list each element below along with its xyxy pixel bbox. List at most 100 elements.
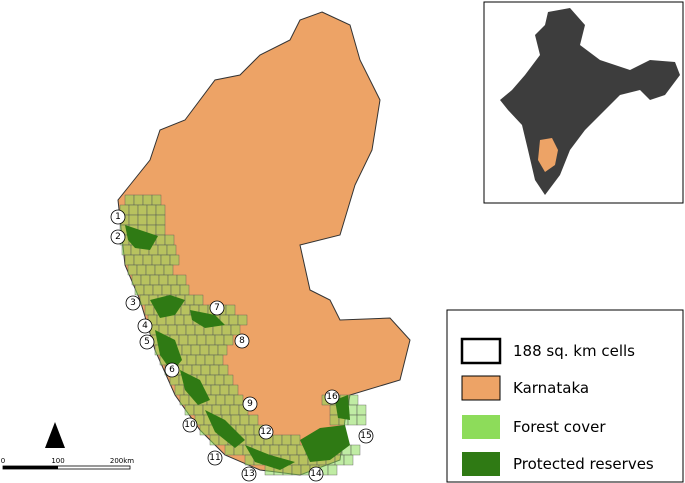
grid-cell: [225, 304, 236, 316]
grid-cell: [185, 324, 196, 336]
grid-cell: [133, 254, 144, 266]
grid-cell: [233, 394, 244, 406]
grid-cell: [269, 444, 280, 456]
grid-cell: [244, 424, 255, 436]
site-marker: 14: [308, 466, 324, 482]
grid-cell: [208, 344, 219, 356]
site-marker: 11: [207, 450, 223, 466]
grid-cell: [204, 354, 215, 366]
site-circle: [137, 318, 153, 334]
grid-cell: [221, 324, 232, 336]
scale-bar-fill: [3, 466, 58, 469]
site-marker: 16: [324, 389, 340, 405]
grid-cell: [145, 264, 156, 276]
grid-cell: [217, 344, 228, 356]
site-circle: [110, 229, 126, 245]
site-circle: [182, 417, 198, 433]
grid-cell: [186, 354, 197, 366]
grid-cell: [298, 454, 309, 466]
site-number: 9: [247, 399, 253, 409]
grid-cell: [214, 374, 225, 386]
grid-cell: [200, 364, 211, 376]
site-number: 3: [130, 298, 136, 308]
grid-cell: [133, 194, 144, 206]
grid-cell: [196, 334, 207, 346]
grid-cells: [119, 194, 367, 476]
grid-cell: [181, 344, 192, 356]
grid-cell: [218, 364, 229, 376]
grid-cell: [137, 214, 148, 226]
grid-cell: [142, 194, 153, 206]
site-number: 8: [239, 336, 245, 346]
grid-cell: [193, 294, 204, 306]
grid-cell: [209, 364, 220, 376]
site-marker: 6: [164, 362, 180, 378]
site-circle: [209, 300, 225, 316]
grid-cell: [224, 394, 235, 406]
grid-cell: [272, 434, 283, 446]
grid-cell: [287, 444, 298, 456]
site-circle: [324, 389, 340, 405]
site-marker: 7: [209, 300, 225, 316]
site-circle: [164, 362, 180, 378]
grid-cell: [190, 344, 201, 356]
scale-label: 200km: [110, 457, 134, 465]
grid-cell: [199, 424, 210, 436]
grid-cell: [350, 444, 361, 456]
grid-cell: [211, 404, 222, 416]
grid-cell: [219, 384, 230, 396]
grid-cell: [151, 194, 162, 206]
site-marker: 5: [139, 334, 155, 350]
grid-cell: [124, 194, 135, 206]
site-number: 4: [142, 321, 148, 331]
legend-label: Forest cover: [513, 418, 606, 436]
grid-cell: [144, 304, 155, 316]
grid-cell: [167, 274, 178, 286]
grid-cell: [224, 444, 235, 456]
grid-cell: [187, 334, 198, 346]
grid-cell: [278, 444, 289, 456]
grid-cell: [131, 274, 142, 286]
grid-cell: [193, 404, 204, 416]
grid-cell: [184, 404, 195, 416]
grid-cell: [176, 324, 187, 336]
grid-cell: [170, 284, 181, 296]
grid-cell: [157, 244, 168, 256]
site-number: 5: [144, 337, 150, 347]
grid-cell: [215, 394, 226, 406]
site-number: 13: [243, 469, 254, 479]
grid-cell: [149, 274, 160, 286]
site-circle: [110, 209, 126, 225]
grid-cell: [178, 334, 189, 346]
legend-label: Karnataka: [513, 379, 589, 397]
grid-cell: [220, 404, 231, 416]
grid-cell: [329, 414, 340, 426]
scale-label: 0: [1, 457, 5, 465]
grid-cell: [146, 204, 157, 216]
grid-cell: [155, 224, 166, 236]
grid-cell: [174, 314, 185, 326]
site-circle: [234, 333, 250, 349]
grid-cell: [139, 294, 150, 306]
grid-cell: [290, 434, 301, 446]
grid-cell: [176, 274, 187, 286]
site-marker: 10: [182, 417, 198, 433]
grid-cell: [248, 414, 259, 426]
grid-cell: [356, 404, 367, 416]
legend-label: Protected reserves: [513, 455, 654, 473]
legend-swatch: [460, 337, 502, 365]
grid-cell: [209, 434, 220, 446]
grid-cell: [228, 384, 239, 396]
grid-cell: [154, 264, 165, 276]
north-arrow: [45, 422, 65, 448]
grid-cell: [205, 374, 216, 386]
grid-cell: [191, 364, 202, 376]
legend-label: 188 sq. km cells: [513, 342, 635, 360]
grid-cell: [179, 394, 190, 406]
grid-cell: [134, 284, 145, 296]
site-circle: [139, 334, 155, 350]
site-number: 11: [209, 453, 220, 463]
grid-cell: [223, 374, 234, 386]
grid-cell: [158, 274, 169, 286]
